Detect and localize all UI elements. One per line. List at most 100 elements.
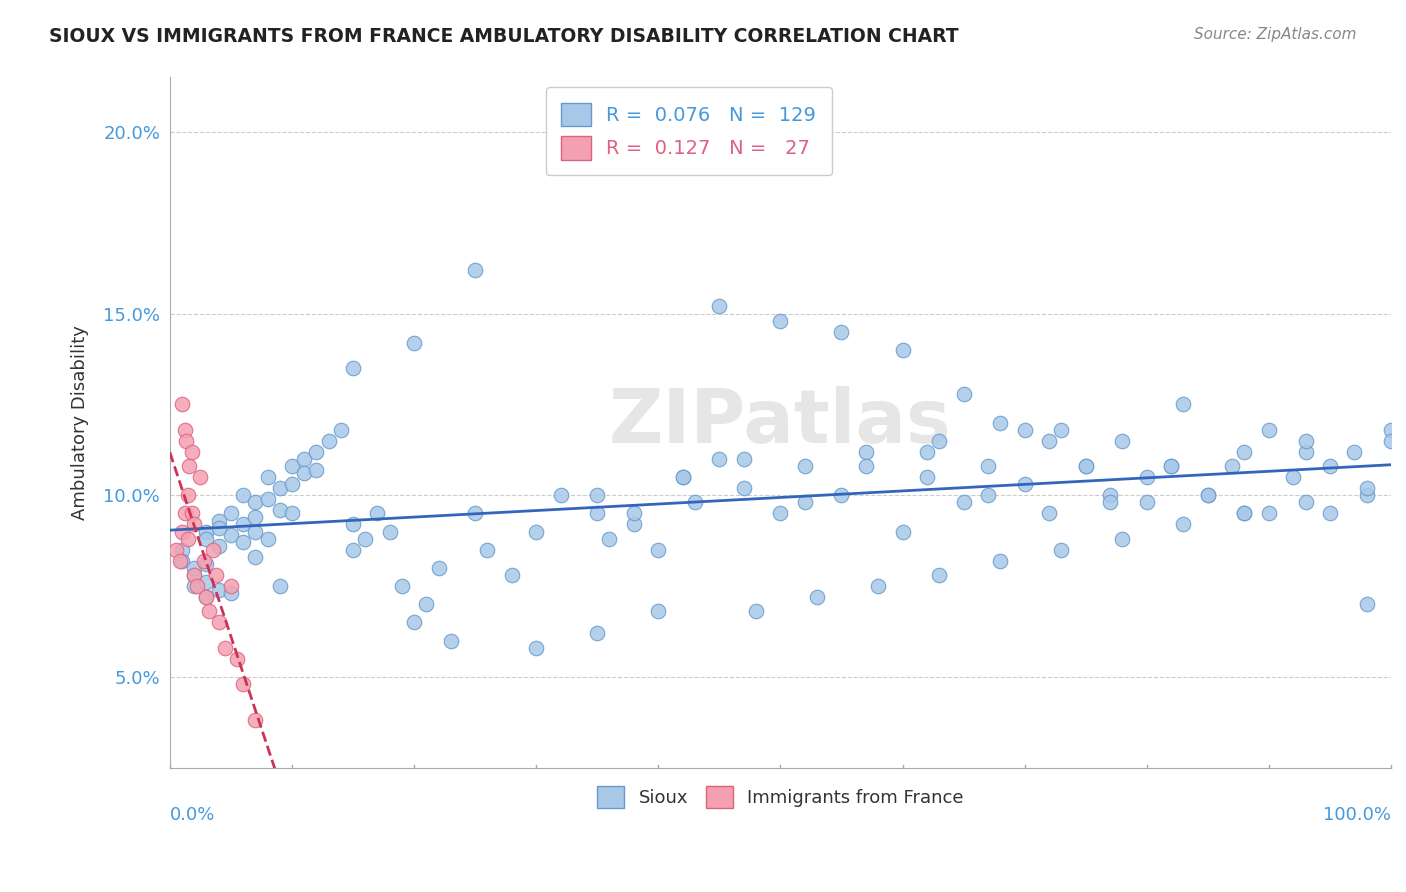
Point xyxy=(928,568,950,582)
Point xyxy=(891,343,914,357)
Point xyxy=(1136,495,1159,509)
Point xyxy=(201,542,224,557)
Point xyxy=(477,542,499,557)
Text: ZIPatlas: ZIPatlas xyxy=(609,386,952,459)
Y-axis label: Ambulatory Disability: Ambulatory Disability xyxy=(72,326,89,520)
Point xyxy=(354,532,377,546)
Point xyxy=(830,325,852,339)
Point xyxy=(1197,488,1219,502)
Point xyxy=(1099,488,1122,502)
Point xyxy=(1050,542,1073,557)
Point xyxy=(269,579,291,593)
Point xyxy=(793,459,815,474)
Point xyxy=(1111,532,1133,546)
Point xyxy=(226,651,249,665)
Point xyxy=(464,507,486,521)
Point xyxy=(1074,459,1097,474)
Point xyxy=(1136,470,1159,484)
Point xyxy=(1343,444,1365,458)
Point xyxy=(292,467,315,481)
Point xyxy=(915,444,938,458)
Point xyxy=(915,470,938,484)
Point xyxy=(1257,507,1279,521)
Point xyxy=(1173,397,1195,411)
Point xyxy=(1355,597,1378,611)
Point xyxy=(177,532,200,546)
Point xyxy=(183,568,205,582)
Point xyxy=(672,470,695,484)
Point xyxy=(195,558,218,572)
Point xyxy=(404,335,426,350)
Point xyxy=(855,444,877,458)
Point xyxy=(232,517,254,532)
Point xyxy=(205,568,228,582)
Point xyxy=(173,507,195,521)
Point xyxy=(195,575,218,590)
Point xyxy=(208,615,231,630)
Point xyxy=(232,535,254,549)
Point xyxy=(219,586,242,600)
Point xyxy=(440,633,463,648)
Point xyxy=(170,542,193,557)
Point xyxy=(1173,517,1195,532)
Point xyxy=(281,477,304,491)
Legend: Sioux, Immigrants from France: Sioux, Immigrants from France xyxy=(588,777,973,817)
Point xyxy=(169,554,191,568)
Point xyxy=(183,568,205,582)
Point xyxy=(179,459,201,474)
Point xyxy=(180,507,202,521)
Point xyxy=(709,451,731,466)
Point xyxy=(1355,488,1378,502)
Point xyxy=(586,507,609,521)
Point xyxy=(281,459,304,474)
Point xyxy=(391,579,413,593)
Point xyxy=(208,582,231,597)
Point xyxy=(1233,444,1256,458)
Point xyxy=(988,416,1011,430)
Point xyxy=(1050,423,1073,437)
Point xyxy=(195,524,218,539)
Point xyxy=(318,434,340,448)
Point xyxy=(1111,434,1133,448)
Point xyxy=(305,463,328,477)
Point xyxy=(245,495,267,509)
Point xyxy=(342,517,364,532)
Point xyxy=(977,459,1000,474)
Point xyxy=(1038,434,1060,448)
Point xyxy=(988,554,1011,568)
Point xyxy=(524,524,547,539)
Point xyxy=(256,532,278,546)
Point xyxy=(830,488,852,502)
Point xyxy=(177,488,200,502)
Point xyxy=(232,488,254,502)
Point xyxy=(1160,459,1182,474)
Point xyxy=(501,568,523,582)
Point xyxy=(647,605,669,619)
Point xyxy=(1355,481,1378,495)
Point xyxy=(245,524,267,539)
Point xyxy=(342,542,364,557)
Point xyxy=(891,524,914,539)
Point xyxy=(219,579,242,593)
Point xyxy=(647,542,669,557)
Point xyxy=(174,434,197,448)
Point xyxy=(195,590,218,604)
Point xyxy=(806,590,828,604)
Point xyxy=(1295,434,1317,448)
Point xyxy=(170,397,193,411)
Point xyxy=(219,528,242,542)
Point xyxy=(208,521,231,535)
Point xyxy=(1197,488,1219,502)
Point xyxy=(427,561,450,575)
Point xyxy=(256,491,278,506)
Point xyxy=(623,517,645,532)
Point xyxy=(198,605,221,619)
Point xyxy=(415,597,437,611)
Point xyxy=(1014,477,1036,491)
Point xyxy=(952,386,974,401)
Point xyxy=(180,444,202,458)
Point xyxy=(1379,434,1402,448)
Point xyxy=(245,510,267,524)
Point xyxy=(256,470,278,484)
Point xyxy=(928,434,950,448)
